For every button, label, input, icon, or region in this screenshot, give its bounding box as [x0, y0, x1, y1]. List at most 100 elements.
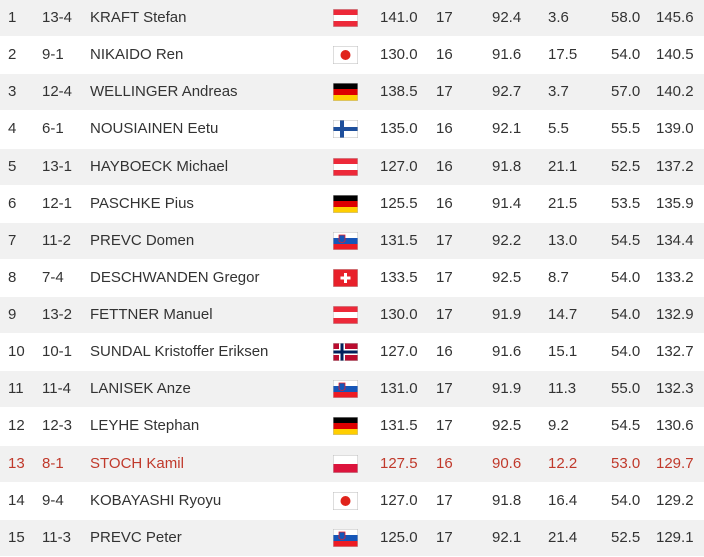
wind: 3.6 — [548, 9, 569, 26]
gate: 17 — [436, 83, 453, 101]
wind: 9.2 — [548, 417, 569, 435]
rank: 6 — [8, 194, 17, 212]
points: 54.5 — [611, 231, 641, 249]
country-flag — [333, 231, 358, 250]
total: 134.4 — [656, 231, 694, 249]
result-row: 15 11-3 PREVC Peter 125.0 17 92.1 21.4 52.5 129.… — [0, 519, 704, 557]
result-row: 2 9-1 NIKAIDO Ren 130.0 16 91.6 17.5 54.0 140.5 — [0, 37, 704, 75]
wind: 5.5 — [548, 120, 569, 138]
rank: 4 — [8, 120, 17, 138]
distance: 130.0 — [380, 46, 418, 64]
rank: 11 — [8, 380, 24, 398]
distance: 138.5 — [380, 83, 418, 101]
points: 52.5 — [611, 528, 641, 546]
points: 55.0 — [611, 380, 641, 398]
gate: 16 — [436, 454, 453, 472]
speed: 92.1 — [492, 120, 522, 138]
total: 140.5 — [656, 46, 694, 64]
bib: 6-1 — [42, 120, 64, 138]
bib: 13-1 — [42, 157, 73, 175]
speed: 92.1 — [492, 528, 522, 546]
athlete-name: FETTNER Manuel — [90, 306, 213, 324]
wind: 13.0 — [548, 231, 578, 249]
bib: 11-3 — [42, 528, 71, 546]
wind: 21.5 — [548, 194, 578, 212]
athlete-name: SUNDAL Kristoffer Eriksen — [90, 343, 269, 361]
speed: 92.7 — [492, 83, 522, 101]
points: 55.5 — [611, 120, 641, 138]
distance: 130.0 — [380, 306, 418, 324]
points: 54.0 — [611, 46, 641, 64]
result-row: 11 11-4 LANISEK Anze 131.0 17 91.9 11.3 55.0 132… — [0, 371, 704, 409]
distance: 125.0 — [380, 528, 418, 546]
result-row: 13 8-1 STOCH Kamil 127.5 16 90.6 12.2 53.0 129.7 — [0, 445, 704, 483]
result-row: 7 11-2 PREVC Domen 131.5 17 92.2 13.0 54.5 134.4 — [0, 222, 704, 260]
gate: 17 — [436, 417, 453, 435]
gate: 17 — [436, 380, 453, 398]
athlete-name: STOCH Kamil — [90, 454, 184, 472]
gate: 16 — [436, 343, 453, 361]
gate: 17 — [436, 9, 453, 26]
athlete-name: KOBAYASHI Ryoyu — [90, 491, 222, 509]
country-flag — [333, 306, 358, 325]
total: 137.2 — [656, 157, 694, 175]
gate: 17 — [436, 491, 453, 509]
wind: 14.7 — [548, 306, 578, 324]
country-flag — [333, 417, 358, 436]
total: 145.6 — [656, 9, 694, 26]
distance: 131.5 — [380, 417, 418, 435]
distance: 133.5 — [380, 268, 418, 286]
athlete-name: WELLINGER Andreas — [90, 83, 238, 101]
points: 54.0 — [611, 491, 641, 509]
bib: 7-4 — [42, 268, 64, 286]
athlete-name: LEYHE Stephan — [90, 417, 200, 435]
result-row: 4 6-1 NOUSIAINEN Eetu 135.0 16 92.1 5.5 55.5 139… — [0, 111, 704, 149]
bib: 12-3 — [42, 417, 73, 435]
gate: 17 — [436, 528, 453, 546]
speed: 92.5 — [492, 417, 522, 435]
points: 53.0 — [611, 454, 641, 472]
wind: 3.7 — [548, 83, 569, 101]
country-flag — [333, 157, 358, 176]
country-flag — [333, 528, 358, 547]
bib: 13-2 — [42, 306, 73, 324]
total: 135.9 — [656, 194, 694, 212]
total: 132.7 — [656, 343, 694, 361]
wind: 11.3 — [548, 380, 577, 398]
bib: 9-4 — [42, 491, 64, 509]
speed: 91.4 — [492, 194, 522, 212]
athlete-name: NIKAIDO Ren — [90, 46, 184, 64]
gate: 17 — [436, 268, 453, 286]
result-row: 9 13-2 FETTNER Manuel 130.0 17 91.9 14.7 54.0 13… — [0, 297, 704, 335]
points: 54.0 — [611, 268, 641, 286]
wind: 16.4 — [548, 491, 578, 509]
rank: 12 — [8, 417, 25, 435]
distance: 127.0 — [380, 157, 418, 175]
speed: 92.2 — [492, 231, 522, 249]
athlete-name: PREVC Peter — [90, 528, 182, 546]
result-row: 8 7-4 DESCHWANDEN Gregor 133.5 17 92.5 8.7 54.0… — [0, 260, 704, 298]
distance: 141.0 — [380, 9, 418, 26]
distance: 127.0 — [380, 491, 418, 509]
country-flag — [333, 343, 358, 362]
rank: 13 — [8, 454, 25, 472]
rank: 8 — [8, 268, 17, 286]
rank: 1 — [8, 9, 17, 26]
rank: 14 — [8, 491, 25, 509]
result-row: 3 12-4 WELLINGER Andreas 138.5 17 92.7 3.7 57.0… — [0, 74, 704, 112]
distance: 125.5 — [380, 194, 418, 212]
result-row: 12 12-3 LEYHE Stephan 131.5 17 92.5 9.2 54.5 130… — [0, 408, 704, 446]
total: 140.2 — [656, 83, 694, 101]
country-flag — [333, 46, 358, 65]
athlete-name: LANISEK Anze — [90, 380, 191, 398]
speed: 92.4 — [492, 9, 522, 26]
total: 139.0 — [656, 120, 694, 138]
speed: 90.6 — [492, 454, 522, 472]
country-flag — [333, 491, 358, 510]
country-flag — [333, 454, 358, 473]
wind: 15.1 — [548, 343, 578, 361]
wind: 8.7 — [548, 268, 569, 286]
points: 54.0 — [611, 343, 641, 361]
rank: 9 — [8, 306, 17, 324]
